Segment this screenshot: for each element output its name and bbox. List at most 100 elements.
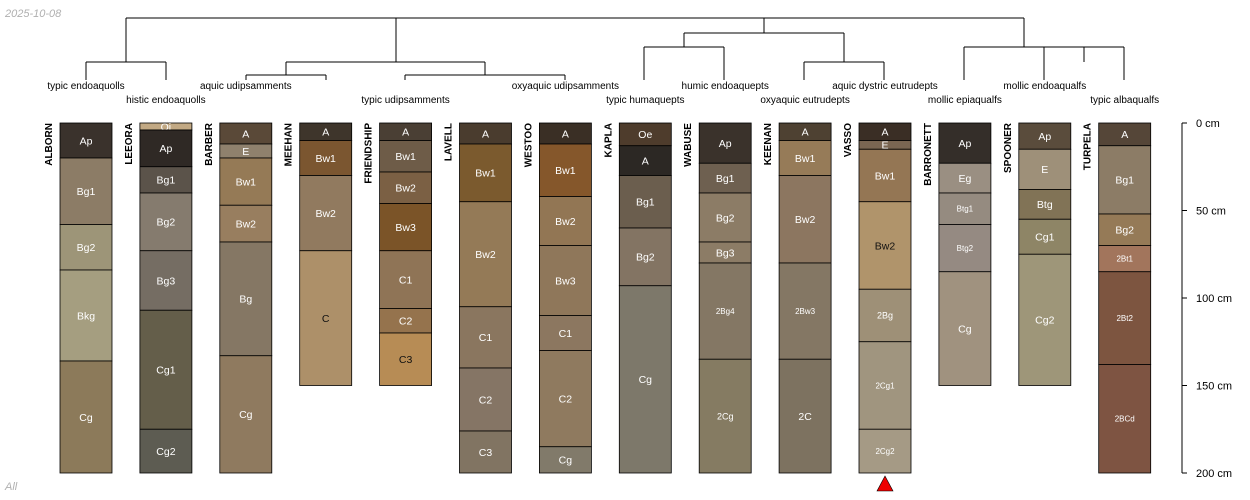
profile-name: LEEORA: [124, 123, 135, 165]
profile-name: ALBORN: [44, 123, 55, 166]
taxon-label: aquic udipsamments: [200, 81, 292, 92]
horizon-label: A: [1121, 129, 1128, 141]
horizon-label: A: [642, 155, 649, 167]
taxon-label: aquic dystric eutrudepts: [832, 81, 938, 92]
soil-profile: A Bw1 Bw2 C MEEHAN: [284, 122, 353, 386]
taxon-label: mollic endoaqualfs: [1003, 81, 1086, 92]
profile-name: BARBER: [204, 122, 215, 166]
soil-horizon: [698, 122, 752, 164]
soil-profiles: Ap Bg1 Bg2 Bkg Cg ALBORN Oi Ap Bg1 Bg2 Bg3 Cg1 Cg2 LE…: [44, 121, 1152, 474]
soil-profile: A Bw1 Bw2 C1 C2 C3 LAVELL: [444, 122, 512, 474]
horizon-label: C2: [479, 394, 493, 406]
soil-horizon: [59, 224, 113, 271]
horizon-label: Cg: [239, 409, 253, 421]
soil-horizon: [539, 196, 592, 246]
soil-horizon: [379, 203, 433, 252]
marker-layer: [876, 475, 894, 492]
soil-horizon: [379, 171, 433, 204]
soil-horizon: [139, 428, 193, 474]
taxon-label: oxyaquic udipsamments: [512, 81, 619, 92]
soil-horizon: [59, 122, 113, 159]
horizon-label: Btg: [1037, 199, 1053, 211]
soil-horizon: [459, 430, 512, 474]
axis-tick-label: 100 cm: [1196, 293, 1232, 305]
soil-profile: A Bw1 Bw2 2Bw3 2C KEENAN: [763, 122, 832, 474]
soil-horizon: [858, 201, 912, 290]
horizon-label: E: [881, 140, 888, 152]
soil-horizon: [139, 250, 193, 311]
horizon-label: Cg: [639, 374, 653, 386]
horizon-label: Bw1: [236, 176, 257, 188]
soil-horizon: [938, 271, 992, 386]
horizon-label: C: [322, 313, 330, 325]
taxon-label: typic humaquepts: [606, 95, 684, 106]
soil-horizon: [938, 122, 992, 164]
profile-name: KAPLA: [603, 123, 614, 157]
horizon-label: 2BCd: [1115, 415, 1135, 424]
profile-name: MEEHAN: [284, 123, 295, 166]
soil-horizon: [219, 157, 273, 206]
horizon-label: 2Bt1: [1116, 255, 1133, 264]
soil-profile: A Bw1 Bw2 Bw3 C1 C2 C3 FRIENDSHIP: [364, 122, 433, 386]
horizon-label: Bg1: [157, 175, 176, 187]
axis-tick-label: 150 cm: [1196, 381, 1232, 393]
horizon-label: C1: [559, 328, 573, 340]
horizon-label: Bg1: [636, 197, 655, 209]
horizon-label: Oe: [638, 129, 652, 141]
horizon-label: Bg2: [716, 212, 735, 224]
soil-horizon: [778, 175, 832, 264]
soil-profile: AE Bw1 Bw2 Bg Cg BARBER: [204, 122, 273, 474]
soil-horizon: [618, 175, 672, 229]
horizon-label: C1: [479, 332, 493, 344]
soil-horizon: [219, 241, 273, 357]
dendrogram: [85, 17, 1125, 80]
horizon-label: E: [242, 146, 249, 158]
soil-horizon: [139, 309, 193, 430]
horizon-label: A: [562, 128, 569, 140]
soil-horizon: [219, 204, 273, 243]
soil-horizon: [139, 166, 193, 194]
taxon-label: typic albaqualfs: [1090, 95, 1159, 106]
horizon-label: Bg1: [77, 186, 96, 198]
horizon-label: Oi: [161, 121, 172, 133]
date-stamp: 2025-10-08: [5, 8, 62, 20]
horizon-label: 2C: [798, 411, 812, 423]
horizon-label: 2Cg1: [875, 381, 895, 390]
soil-horizon: [1098, 145, 1152, 215]
soil-horizon: [858, 288, 912, 343]
horizon-label: Bw2: [795, 214, 816, 226]
horizon-label: A: [242, 128, 249, 140]
soil-horizon: [539, 446, 592, 474]
soil-profile: AE Bw1 Bw2 2Bg 2Cg1 2Cg2 VASSO: [843, 122, 912, 474]
soil-profile: Oe A Bg1 Bg2 Cg KAPLA: [603, 122, 672, 474]
horizon-label: Ap: [719, 138, 732, 150]
soil-horizon: [539, 245, 592, 316]
soil-horizon: [459, 143, 512, 203]
soil-horizon: [459, 367, 512, 432]
soil-horizon: [698, 358, 752, 474]
horizon-label: Bw1: [395, 151, 416, 163]
soil-horizon: [778, 358, 832, 474]
horizon-label: Cg1: [156, 365, 175, 377]
horizon-label: Bw2: [555, 216, 576, 228]
depth-axis: 0 cm 50 cm 100 cm 150 cm 200 cm: [1181, 118, 1232, 480]
soil-profile: A Bg1 Bg2 2Bt1 2Bt2 2BCd TURPELA: [1083, 122, 1152, 474]
soil-horizon: [379, 308, 433, 334]
soil-horizon: [139, 129, 193, 168]
horizon-label: Bw2: [475, 249, 496, 261]
horizon-label: 2Bw3: [795, 307, 816, 316]
soil-horizon: [698, 192, 752, 243]
horizon-label: Cg: [958, 323, 972, 335]
taxon-label: humic endoaquepts: [682, 81, 769, 92]
soil-horizon: [379, 250, 433, 309]
horizon-label: Bw1: [315, 153, 336, 165]
horizon-label: Bw2: [236, 218, 257, 230]
horizon-label: 2Bg4: [716, 307, 735, 316]
soil-horizon: [1098, 271, 1152, 365]
horizon-label: Bg2: [636, 252, 655, 264]
taxon-label: mollic epiaqualfs: [928, 95, 1002, 106]
horizon-label: Bkg: [77, 310, 95, 322]
horizon-label: C3: [479, 447, 493, 459]
soil-horizon: [1018, 189, 1072, 220]
